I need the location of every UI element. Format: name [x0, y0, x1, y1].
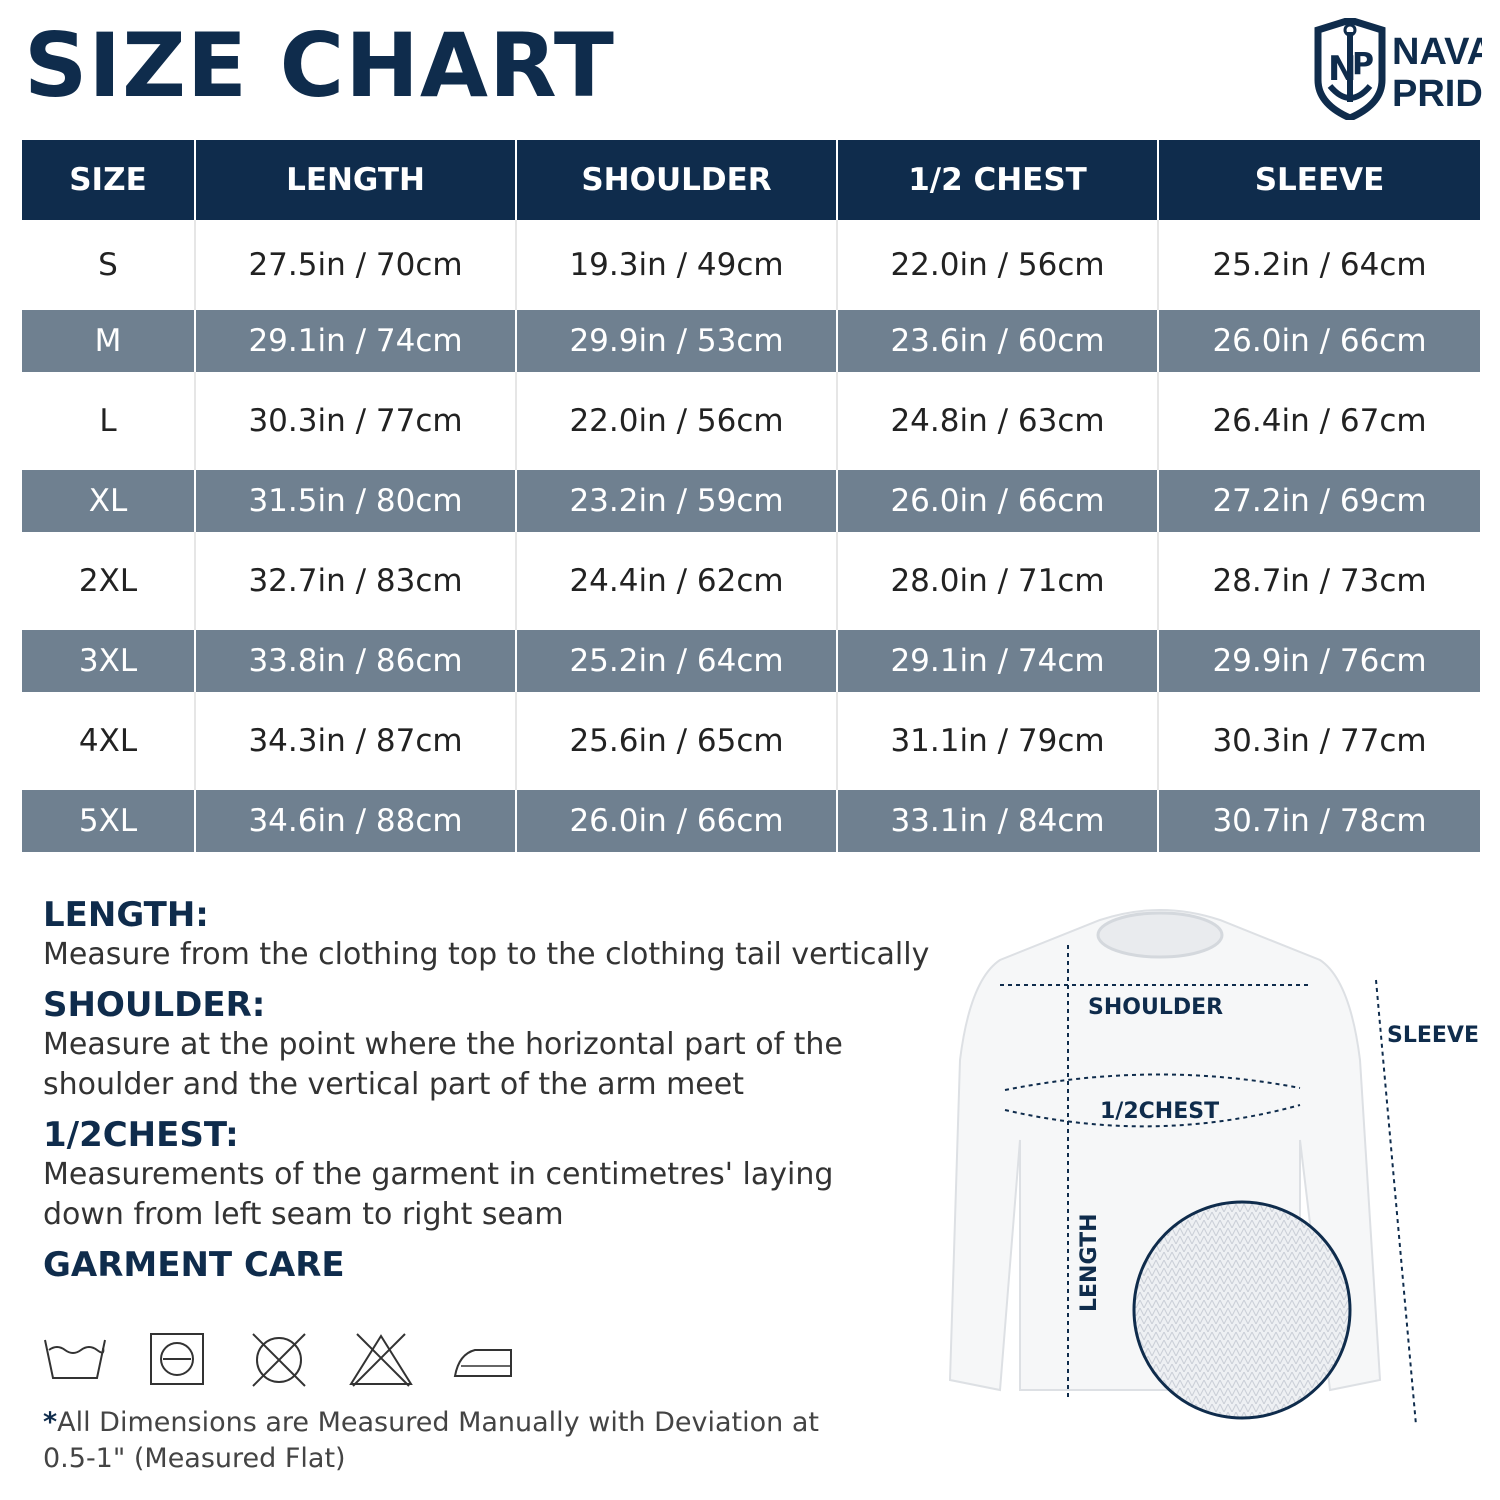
cell-sleeve: 30.7in / 78cm — [1157, 790, 1480, 852]
cell-sleeve: 28.7in / 73cm — [1157, 532, 1480, 630]
cell-chest: 28.0in / 71cm — [836, 532, 1158, 630]
care-icons — [43, 1332, 515, 1388]
cell-size: S — [98, 247, 118, 283]
table-row: 2XL 32.7in / 83cm 24.4in / 62cm 28.0in / 71… — [22, 532, 1480, 630]
cell-size: 3XL — [22, 630, 195, 692]
guide-text-length: Measure from the clothing top to the clo… — [43, 937, 930, 972]
measurement-guide: LENGTH: Measure from the clothing top to… — [43, 895, 963, 1285]
header-chest: 1/2 CHEST — [836, 140, 1158, 220]
cell-length: 29.1in / 74cm — [194, 310, 516, 372]
header-sleeve: SLEEVE — [1157, 140, 1480, 220]
cell-size: XL — [22, 470, 195, 532]
iron-icon — [453, 1349, 512, 1377]
cell-sleeve: 30.3in / 77cm — [1157, 692, 1480, 790]
cell-chest: 26.0in / 66cm — [836, 470, 1158, 532]
guide-text-chest: Measurements of the garment in centimetr… — [43, 1157, 834, 1232]
guide-heading-chest: 1/2CHEST: — [43, 1115, 239, 1155]
measurement-note: *All Dimensions are Measured Manually wi… — [43, 1407, 819, 1474]
cell-shoulder: 25.6in / 65cm — [515, 692, 837, 790]
cell-length: 27.5in / 70cm — [194, 220, 516, 310]
cell-chest: 24.8in / 63cm — [836, 372, 1158, 470]
header-size: SIZE — [22, 140, 195, 220]
cell-shoulder: 19.3in / 49cm — [515, 220, 837, 310]
svg-text:P: P — [1352, 47, 1374, 82]
table-row: 5XL 34.6in / 88cm 26.0in / 66cm 33.1in / 84… — [22, 790, 1480, 852]
cell-size: M — [22, 310, 195, 372]
cell-chest: 22.0in / 56cm — [836, 220, 1158, 310]
cell-shoulder: 25.2in / 64cm — [515, 630, 837, 692]
cell-length: 32.7in / 83cm — [194, 532, 516, 630]
cell-length: 30.3in / 77cm — [194, 372, 516, 470]
do-not-dryclean-icon — [252, 1333, 306, 1387]
svg-text:N: N — [1328, 49, 1356, 89]
cell-shoulder: 23.2in / 59cm — [515, 470, 837, 532]
do-not-bleach-icon — [349, 1333, 413, 1387]
cell-length: 34.3in / 87cm — [194, 692, 516, 790]
tumble-dry-icon — [150, 1333, 204, 1385]
table-row: L 30.3in / 77cm 22.0in / 56cm 24.8in / 63cm… — [22, 372, 1480, 470]
cell-chest: 23.6in / 60cm — [836, 310, 1158, 372]
table-row: S 27.5in / 70cm 19.3in / 49cm 22.0in / 56cm… — [22, 220, 1480, 310]
size-table: SIZE LENGTH SHOULDER 1/2 CHEST SLEEVE S 2… — [22, 140, 1480, 852]
wash-tub-icon — [44, 1339, 106, 1379]
table-row: 3XL 33.8in / 86cm 25.2in / 64cm 29.1in / 74… — [22, 630, 1480, 692]
svg-text:SHOULDER: SHOULDER — [1088, 995, 1223, 1020]
cell-sleeve: 27.2in / 69cm — [1157, 470, 1480, 532]
svg-text:1/2CHEST: 1/2CHEST — [1100, 1099, 1219, 1124]
cell-length: 31.5in / 80cm — [194, 470, 516, 532]
cell-size: 5XL — [22, 790, 195, 852]
guide-text-shoulder: Measure at the point where the horizonta… — [43, 1027, 843, 1102]
cell-size: 2XL — [78, 563, 138, 599]
cell-sleeve: 25.2in / 64cm — [1157, 220, 1480, 310]
table-row: 4XL 34.3in / 87cm 25.6in / 65cm 31.1in / 79… — [22, 692, 1480, 790]
cell-chest: 31.1in / 79cm — [836, 692, 1158, 790]
cell-size: L — [99, 403, 117, 439]
cell-shoulder: 29.9in / 53cm — [515, 310, 837, 372]
care-heading: GARMENT CARE — [43, 1245, 345, 1285]
page-title: SIZE CHART — [24, 14, 615, 117]
cell-shoulder: 24.4in / 62cm — [515, 532, 837, 630]
naval-pride-logo: N P NAVAL PRIDE — [1314, 18, 1482, 120]
cell-sleeve: 26.0in / 66cm — [1157, 310, 1480, 372]
sweater-diagram: SHOULDER 1/2CHEST LENGTH SLEEVE — [948, 909, 1479, 1426]
svg-text:NAVAL: NAVAL — [1392, 31, 1482, 73]
header-shoulder: SHOULDER — [515, 140, 837, 220]
cell-size: 4XL — [78, 723, 138, 759]
svg-text:SLEEVE: SLEEVE — [1387, 1023, 1479, 1048]
cell-sleeve: 26.4in / 67cm — [1157, 372, 1480, 470]
cell-shoulder: 26.0in / 66cm — [515, 790, 837, 852]
svg-text:LENGTH: LENGTH — [1077, 1213, 1102, 1312]
cell-shoulder: 22.0in / 56cm — [515, 372, 837, 470]
guide-heading-length: LENGTH: — [43, 895, 209, 935]
guide-heading-shoulder: SHOULDER: — [43, 985, 266, 1025]
table-header-row: SIZE LENGTH SHOULDER 1/2 CHEST SLEEVE — [22, 140, 1480, 220]
cell-chest: 33.1in / 84cm — [836, 790, 1158, 852]
cell-length: 34.6in / 88cm — [194, 790, 516, 852]
table-row: M 29.1in / 74cm 29.9in / 53cm 23.6in / 60cm… — [22, 310, 1480, 372]
table-row: XL 31.5in / 80cm 23.2in / 59cm 26.0in / 66c… — [22, 470, 1480, 532]
cell-length: 33.8in / 86cm — [194, 630, 516, 692]
svg-text:PRIDE: PRIDE — [1392, 73, 1482, 115]
header-length: LENGTH — [194, 140, 516, 220]
cell-sleeve: 29.9in / 76cm — [1157, 630, 1480, 692]
cell-chest: 29.1in / 74cm — [836, 630, 1158, 692]
